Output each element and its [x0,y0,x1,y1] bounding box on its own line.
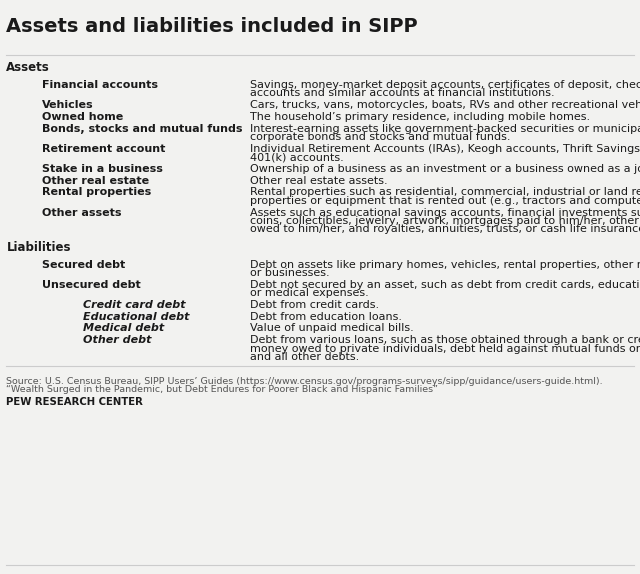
Text: Owned home: Owned home [42,112,123,122]
Text: “Wealth Surged in the Pandemic, but Debt Endures for Poorer Black and Hispanic F: “Wealth Surged in the Pandemic, but Debt… [6,385,438,394]
Text: Ownership of a business as an investment or a business owned as a job.: Ownership of a business as an investment… [250,164,640,174]
Text: Financial accounts: Financial accounts [42,80,157,90]
Text: and all other debts.: and all other debts. [250,352,359,362]
Text: Rental properties such as residential, commercial, industrial or land rental: Rental properties such as residential, c… [250,187,640,197]
Text: Cars, trucks, vans, motorcycles, boats, RVs and other recreational vehicles.: Cars, trucks, vans, motorcycles, boats, … [250,100,640,110]
Text: The household’s primary residence, including mobile homes.: The household’s primary residence, inclu… [250,112,589,122]
Text: Bonds, stocks and mutual funds: Bonds, stocks and mutual funds [42,123,242,134]
Text: Debt on assets like primary homes, vehicles, rental properties, other real estat: Debt on assets like primary homes, vehic… [250,259,640,270]
Text: 401(k) accounts.: 401(k) accounts. [250,152,343,162]
Text: Other debt: Other debt [83,335,152,345]
Text: money owed to private individuals, debt held against mutual funds or stocks,: money owed to private individuals, debt … [250,343,640,354]
Text: Credit card debt: Credit card debt [83,300,186,310]
Text: Unsecured debt: Unsecured debt [42,280,140,290]
Text: Rental properties: Rental properties [42,187,151,197]
Text: accounts and similar accounts at financial institutions.: accounts and similar accounts at financi… [250,88,554,98]
Text: Liabilities: Liabilities [6,241,71,254]
Text: Stake in a business: Stake in a business [42,164,163,174]
Text: Individual Retirement Accounts (IRAs), Keogh accounts, Thrift Savings Plans and: Individual Retirement Accounts (IRAs), K… [250,144,640,154]
Text: Debt not secured by an asset, such as debt from credit cards, educational loans: Debt not secured by an asset, such as de… [250,280,640,290]
Text: corporate bonds and stocks and mutual funds.: corporate bonds and stocks and mutual fu… [250,132,510,142]
Text: Debt from various loans, such as those obtained through a bank or credit union,: Debt from various loans, such as those o… [250,335,640,345]
Text: Other real estate assets.: Other real estate assets. [250,176,387,185]
Text: Value of unpaid medical bills.: Value of unpaid medical bills. [250,324,413,333]
Text: Vehicles: Vehicles [42,100,93,110]
Text: Source: U.S. Census Bureau, SIPP Users’ Guides (https://www.census.gov/programs-: Source: U.S. Census Bureau, SIPP Users’ … [6,378,603,386]
Text: Debt from education loans.: Debt from education loans. [250,312,402,321]
Text: PEW RESEARCH CENTER: PEW RESEARCH CENTER [6,397,143,407]
Text: Assets and liabilities included in SIPP: Assets and liabilities included in SIPP [6,17,418,36]
Text: Secured debt: Secured debt [42,259,125,270]
Text: Other assets: Other assets [42,207,121,218]
Text: or businesses.: or businesses. [250,268,329,278]
Text: Educational debt: Educational debt [83,312,189,321]
Text: owed to him/her, and royalties, annuities, trusts, or cash life insurance polici: owed to him/her, and royalties, annuitie… [250,224,640,234]
Text: Assets such as educational savings accounts, financial investments such as: Assets such as educational savings accou… [250,207,640,218]
Text: Assets: Assets [6,61,50,75]
Text: coins, collectibles, jewelry, artwork, mortgages paid to him/her, other loans: coins, collectibles, jewelry, artwork, m… [250,216,640,226]
Text: Other real estate: Other real estate [42,176,148,185]
Text: Interest-earning assets like government-backed securities or municipal or: Interest-earning assets like government-… [250,123,640,134]
Text: Retirement account: Retirement account [42,144,165,154]
Text: Medical debt: Medical debt [83,324,164,333]
Text: Debt from credit cards.: Debt from credit cards. [250,300,379,310]
Text: Savings, money-market deposit accounts, certificates of deposit, checking: Savings, money-market deposit accounts, … [250,80,640,90]
Text: properties or equipment that is rented out (e.g., tractors and computers).: properties or equipment that is rented o… [250,196,640,205]
Text: or medical expenses.: or medical expenses. [250,288,369,298]
